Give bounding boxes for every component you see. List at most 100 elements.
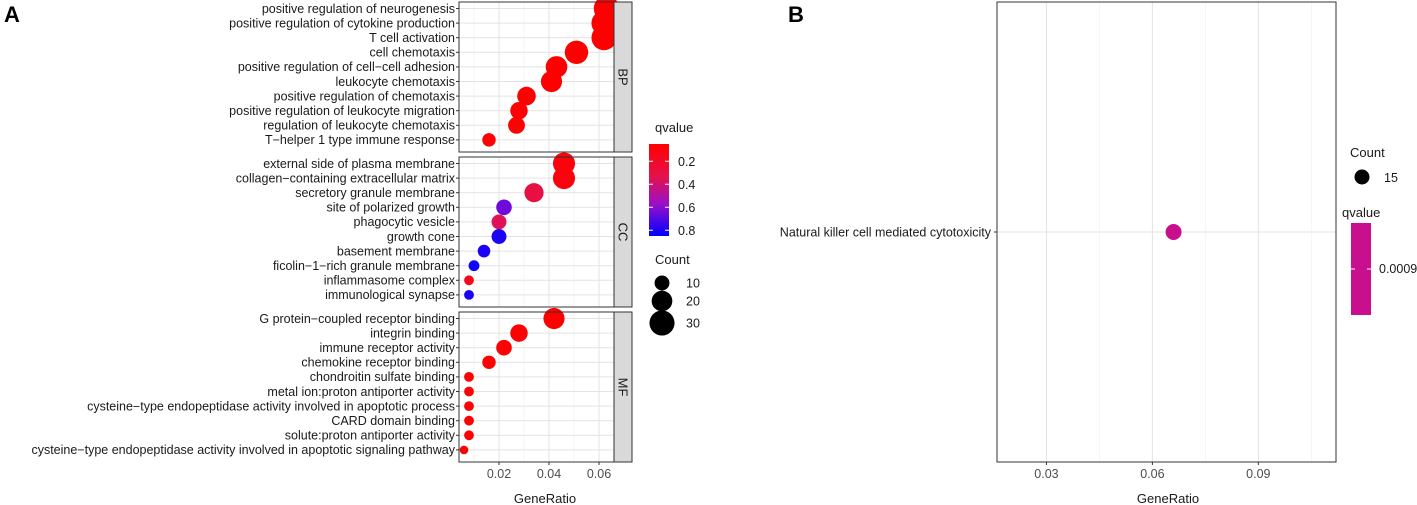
count-legend-label: 15 [1384,171,1398,185]
panel-a-label: A [4,2,20,27]
term-label: cysteine−type endopeptidase activity inv… [31,443,455,457]
facet-cc: CC [458,152,633,308]
data-point [464,275,474,286]
count-legend-label: 30 [686,317,700,331]
x-tick-label: 0.04 [537,467,561,481]
facet-strip-label: MF [616,378,631,397]
data-point [491,229,507,244]
data-point [482,355,496,370]
term-label: cysteine−type endopeptidase activity inv… [87,399,455,413]
facet-panel-border [458,156,615,308]
term-label: T cell activation [369,31,455,45]
data-point [464,386,474,397]
term-label: positive regulation of neurogenesis [262,2,455,16]
data-point [517,86,536,106]
term-label: T−helper 1 type immune response [265,133,455,147]
data-point [482,133,496,147]
term-label: phagocytic vesicle [354,215,455,229]
x-axis-title: GeneRatio [514,491,576,505]
data-point [464,430,474,441]
data-point [524,183,544,203]
data-point [464,372,474,382]
data-point [1165,224,1182,240]
x-tick-label: 0.06 [587,467,611,481]
x-axis-title: GeneRatio [1137,491,1199,505]
count-legend-title: Count [655,252,690,267]
term-label: positive regulation of cytokine producti… [229,16,455,30]
qvalue-legend-title: qvalue [1342,205,1380,220]
qvalue-colorbar [1351,223,1371,315]
facet-strip-label: CC [616,223,631,242]
term-label: collagen−containing extracellular matrix [236,171,456,185]
data-point [496,339,512,356]
term-label: basement membrane [337,244,455,258]
data-point [591,25,617,51]
data-point [477,244,491,258]
facet-panel-border [458,311,615,463]
count-legend-label: 10 [686,277,700,291]
qvalue-legend-label: 0.0009 [1379,262,1417,276]
facet-panel-border [458,1,615,153]
term-label: chondroitin sulfate binding [310,370,455,384]
data-point [540,70,563,93]
facet-strip [613,156,633,308]
data-point [496,199,512,216]
data-point [491,214,507,230]
panel-b-label: B [788,2,804,27]
qvalue-legend-label: 0.6 [678,201,695,215]
panel-border [996,1,1337,463]
term-label: immune receptor activity [320,341,456,355]
qvalue-legend-title: qvalue [655,120,693,135]
qvalue-legend-label: 0.8 [678,224,695,238]
data-point [564,40,589,65]
x-tick-label: 0.09 [1246,467,1270,481]
term-label: secretory granule membrane [295,186,455,200]
term-label: immunological synapse [325,288,455,302]
qvalue-colorbar [649,144,669,236]
term-label: ficolin−1−rich granule membrane [273,259,455,273]
term-label: positive regulation of leukocyte migrati… [229,104,455,118]
term-label: external side of plasma membrane [263,157,455,171]
data-point [510,101,528,120]
facet-strip-label: BP [616,68,631,85]
data-point [464,401,474,411]
term-label: integrin binding [370,326,455,340]
qvalue-legend-label: 0.4 [678,178,695,192]
count-legend-label: 20 [686,295,700,309]
term-label: leukocyte chemotaxis [335,75,455,89]
count-legend-title: Count [1350,145,1385,160]
qvalue-legend-label: 0.2 [678,155,695,169]
term-label: inflammasome complex [324,274,456,288]
data-point [543,307,565,330]
data-point [464,290,474,300]
term-label: Natural killer cell mediated cytotoxicit… [780,225,992,239]
data-point [468,260,480,272]
term-label: G protein−coupled receptor binding [259,312,455,326]
facet-bp: BP [458,0,633,153]
x-tick-label: 0.02 [487,467,511,481]
term-label: CARD domain binding [331,414,455,428]
facet-strip [613,311,633,463]
term-label: cell chemotaxis [370,46,455,60]
term-label: positive regulation of chemotaxis [274,89,455,103]
x-tick-label: 0.06 [1140,467,1164,481]
term-label: regulation of leukocyte chemotaxis [263,119,455,133]
data-point [510,324,528,342]
count-legend-key [654,275,670,291]
facet-strip [613,1,633,153]
term-label: growth cone [387,230,455,244]
term-label: chemokine receptor binding [301,356,455,370]
term-label: metal ion:proton antiporter activity [267,385,455,399]
data-point [464,415,474,426]
term-label: site of polarized growth [326,201,455,215]
data-point [552,167,576,190]
count-legend-key [651,290,673,312]
count-legend-key [649,310,675,336]
facet-mf: MF [458,307,633,463]
x-tick-label: 0.03 [1034,467,1058,481]
term-label: solute:proton antiporter activity [285,429,456,443]
data-point [508,116,525,134]
count-legend-key [1354,169,1370,185]
